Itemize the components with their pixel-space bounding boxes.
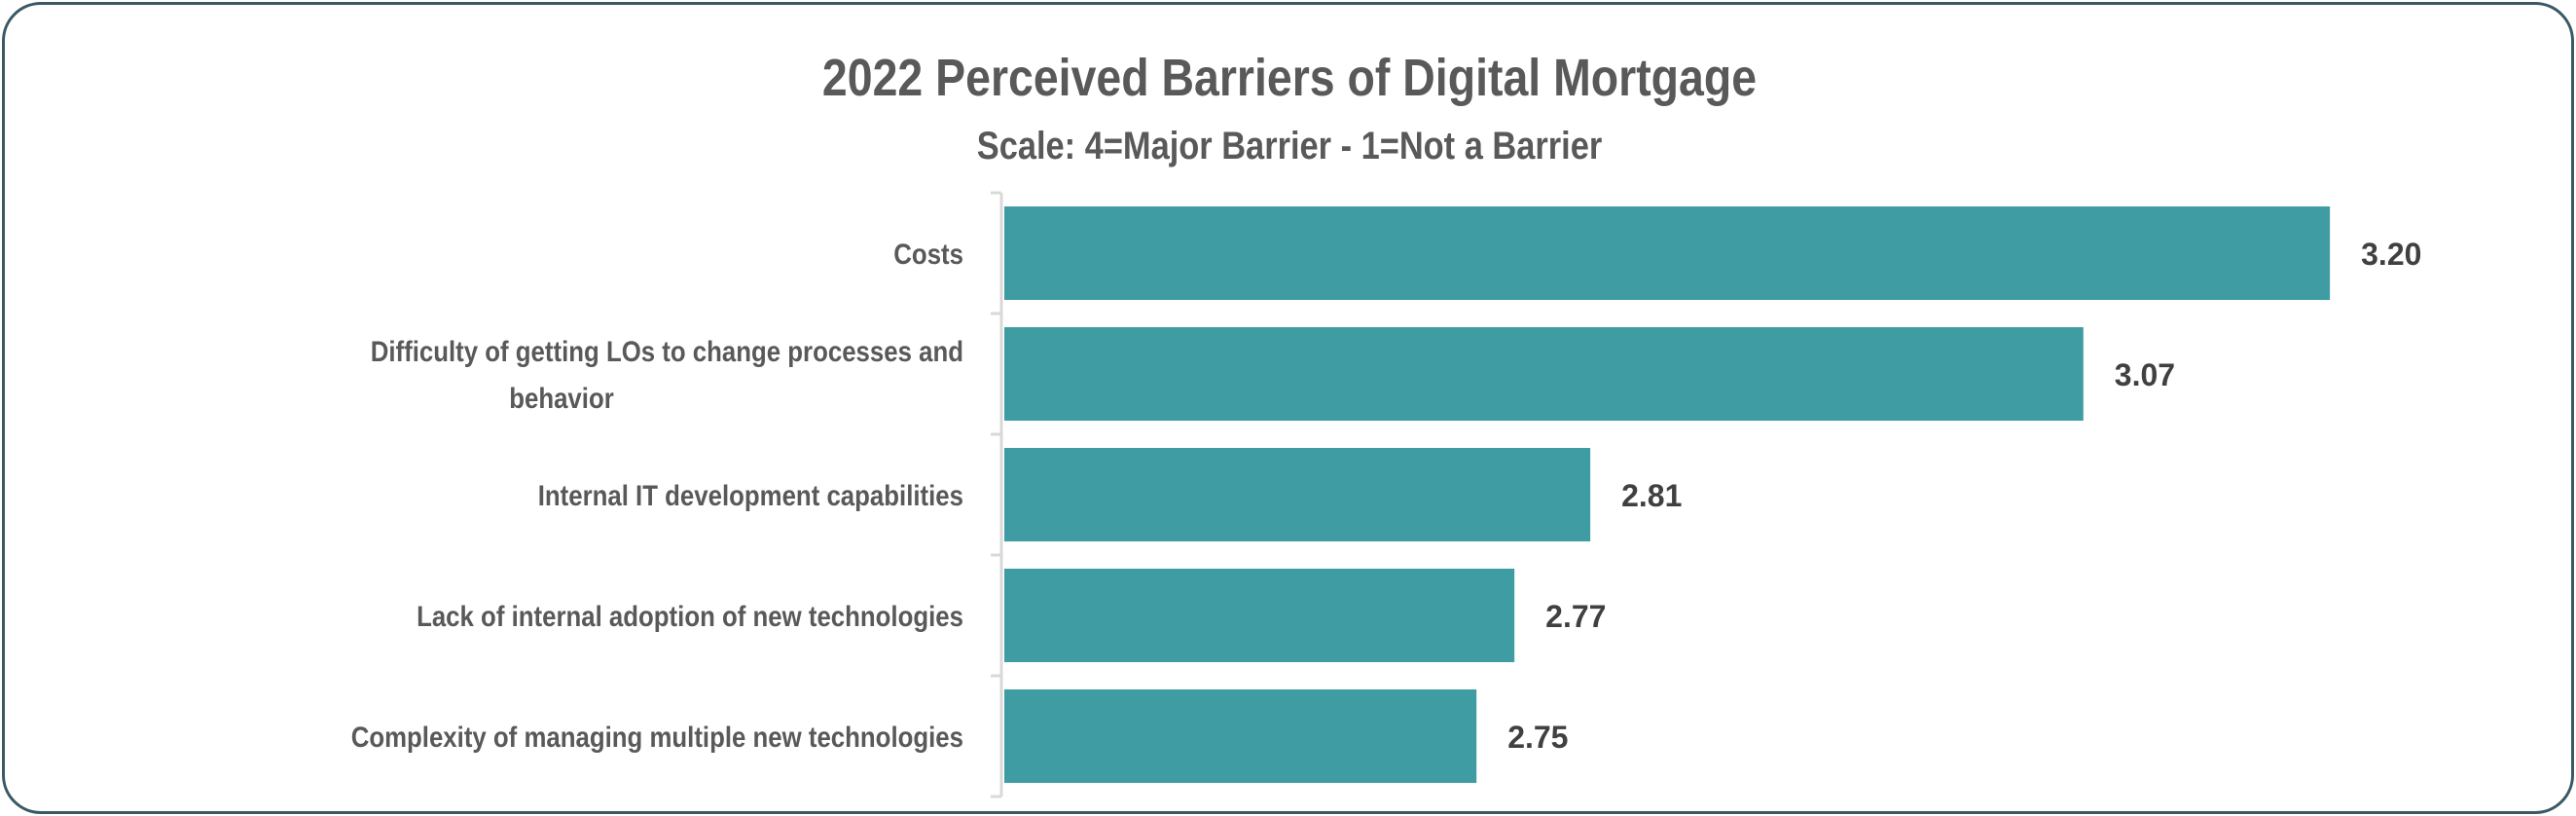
- data-label: 3.07: [2115, 357, 2175, 392]
- category-label: Complexity of managing multiple new tech…: [351, 722, 963, 754]
- data-label: 3.20: [2361, 237, 2421, 272]
- category-label: Costs: [893, 239, 963, 271]
- bar: [1004, 689, 1477, 783]
- data-label: 2.77: [1545, 599, 1606, 634]
- category-label: Difficulty of getting LOs to change proc…: [371, 336, 963, 368]
- category-label: behavior: [509, 383, 614, 415]
- data-label: 2.81: [1621, 478, 1682, 513]
- chart-subtitle: Scale: 4=Major Barrier - 1=Not a Barrier: [977, 125, 1602, 167]
- bar: [1004, 327, 2084, 421]
- category-label: Lack of internal adoption of new technol…: [417, 601, 963, 633]
- bar: [1004, 569, 1515, 662]
- bar: [1004, 448, 1591, 541]
- chart-title: 2022 Perceived Barriers of Digital Mortg…: [822, 49, 1757, 107]
- plot-area: 3.20 Costs 3.07 Difficulty of getting LOs t…: [351, 191, 2421, 798]
- bar: [1004, 206, 2331, 300]
- data-label: 2.75: [1507, 720, 1568, 755]
- category-label: Internal IT development capabilities: [538, 480, 963, 512]
